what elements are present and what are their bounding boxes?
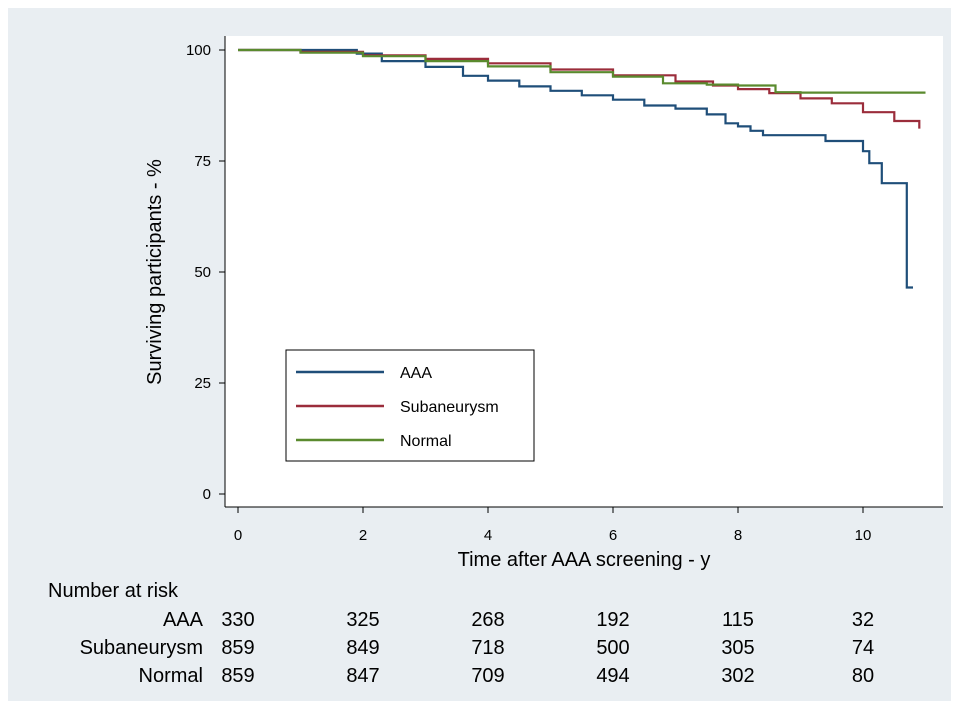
x-axis-ticks: 0 2 4 6 8 10 <box>234 507 872 544</box>
risk-count: 849 <box>346 637 379 659</box>
risk-count: 494 <box>596 665 629 687</box>
risk-count: 859 <box>221 637 254 659</box>
x-tick-label: 10 <box>855 527 872 544</box>
x-axis-title: Time after AAA screening - y <box>458 549 711 571</box>
risk-count: 305 <box>721 637 754 659</box>
y-tick-label: 50 <box>194 264 211 281</box>
risk-count: 325 <box>346 609 379 631</box>
x-tick-label: 8 <box>734 527 742 544</box>
legend-items: AAA Subaneurysm Normal <box>296 365 499 450</box>
risk-table-title: Number at risk <box>48 580 179 602</box>
x-tick-label: 0 <box>234 527 242 544</box>
y-axis-title: Surviving participants - % <box>144 159 166 385</box>
number-at-risk-table: Number at risk AAA 330 325 268 192 115 32 Suban… <box>48 580 874 687</box>
series-line-aaa <box>238 48 913 289</box>
risk-count: 847 <box>346 665 379 687</box>
x-tick-label: 4 <box>484 527 492 544</box>
risk-row-label: AAA <box>163 609 204 631</box>
risk-count: 302 <box>721 665 754 687</box>
risk-count: 330 <box>221 609 254 631</box>
x-tick-label: 6 <box>609 527 617 544</box>
risk-count: 709 <box>471 665 504 687</box>
risk-count: 500 <box>596 637 629 659</box>
risk-count: 859 <box>221 665 254 687</box>
y-tick-label: 100 <box>186 42 211 59</box>
series-line-normal <box>238 48 926 94</box>
risk-count: 192 <box>596 609 629 631</box>
legend-label-aaa: AAA <box>400 365 432 382</box>
y-axis-ticks: 0 25 50 75 100 <box>186 42 225 503</box>
risk-count: 268 <box>471 609 504 631</box>
legend-label-subaneurysm: Subaneurysm <box>400 399 499 416</box>
y-tick-label: 0 <box>203 486 211 503</box>
series-lines <box>238 48 926 289</box>
x-tick-label: 2 <box>359 527 367 544</box>
legend: AAA Subaneurysm Normal <box>285 349 535 462</box>
y-tick-label: 75 <box>194 153 211 170</box>
risk-count: 74 <box>852 637 874 659</box>
y-tick-label: 25 <box>194 375 211 392</box>
risk-count: 80 <box>852 665 874 687</box>
legend-label-normal: Normal <box>400 433 452 450</box>
risk-count: 718 <box>471 637 504 659</box>
risk-row-label: Subaneurysm <box>80 637 203 659</box>
risk-row-label: Normal <box>139 665 203 687</box>
risk-count: 32 <box>852 609 874 631</box>
risk-count: 115 <box>722 609 754 631</box>
